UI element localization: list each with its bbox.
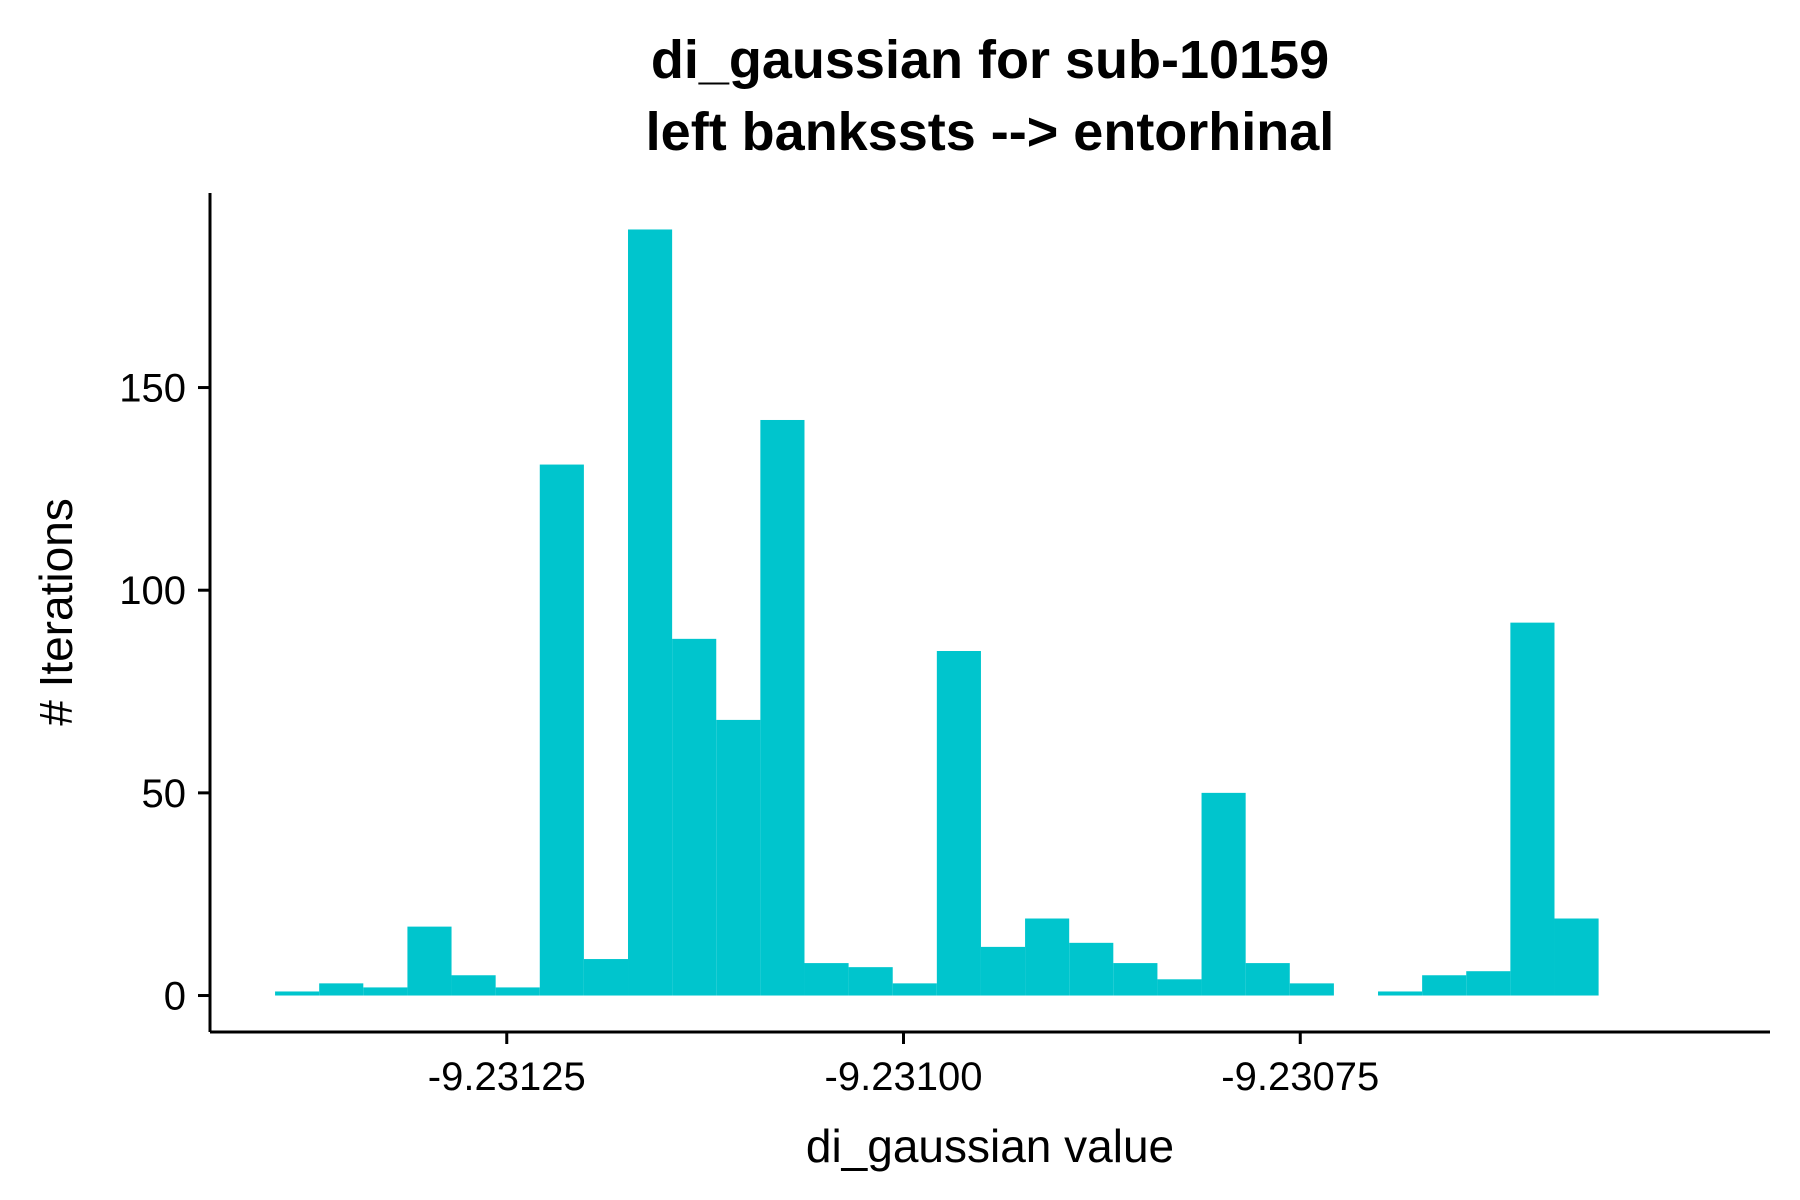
histogram-bar <box>539 464 584 996</box>
y-tick-label: 100 <box>119 569 186 613</box>
histogram-bar <box>275 991 320 996</box>
histogram-bar <box>1025 918 1070 996</box>
y-tick-label: 50 <box>142 772 187 816</box>
histogram-bar <box>1422 975 1467 996</box>
histogram-bar <box>1510 622 1555 996</box>
histogram-bar <box>980 946 1026 996</box>
histogram-bar <box>936 651 981 996</box>
histogram-bar <box>1113 963 1158 996</box>
histogram-bar <box>760 419 805 996</box>
histogram-bar <box>848 967 893 996</box>
histogram-bars <box>275 229 1599 996</box>
histogram-bar <box>495 987 540 996</box>
y-axis-title: # Iterations <box>30 498 82 726</box>
y-tick-label: 150 <box>119 367 186 411</box>
histogram-bar <box>583 959 629 996</box>
y-tick-label: 0 <box>164 975 186 1019</box>
x-tick-label: -9.23100 <box>825 1055 983 1099</box>
histogram-bar <box>363 987 408 996</box>
x-axis-ticks: -9.23125 -9.23100 -9.23075 <box>428 1032 1379 1099</box>
histogram-bar <box>1201 792 1246 996</box>
y-axis-ticks: 0 50 100 150 <box>119 367 210 1019</box>
histogram-bar <box>1245 963 1290 996</box>
histogram-bar <box>451 975 496 996</box>
histogram-bar <box>407 926 452 996</box>
histogram-bar <box>1157 979 1202 996</box>
histogram-bar <box>716 719 761 996</box>
x-axis-title: di_gaussian value <box>806 1120 1174 1172</box>
histogram-bar <box>1069 942 1114 996</box>
histogram-bar <box>672 638 717 996</box>
histogram-bar <box>1289 983 1334 996</box>
chart-title-line1: di_gaussian for sub-10159 <box>651 30 1329 90</box>
histogram-bar <box>628 229 673 996</box>
x-tick-label: -9.23125 <box>428 1055 586 1099</box>
x-tick-label: -9.23075 <box>1221 1055 1379 1099</box>
histogram-bar <box>319 983 364 996</box>
histogram-bar <box>1554 918 1599 996</box>
histogram-bar <box>804 963 849 996</box>
histogram-bar <box>1378 991 1423 996</box>
histogram-bar <box>1466 971 1511 996</box>
chart-title-line2: left bankssts --> entorhinal <box>646 102 1335 162</box>
histogram-bar <box>892 983 937 996</box>
